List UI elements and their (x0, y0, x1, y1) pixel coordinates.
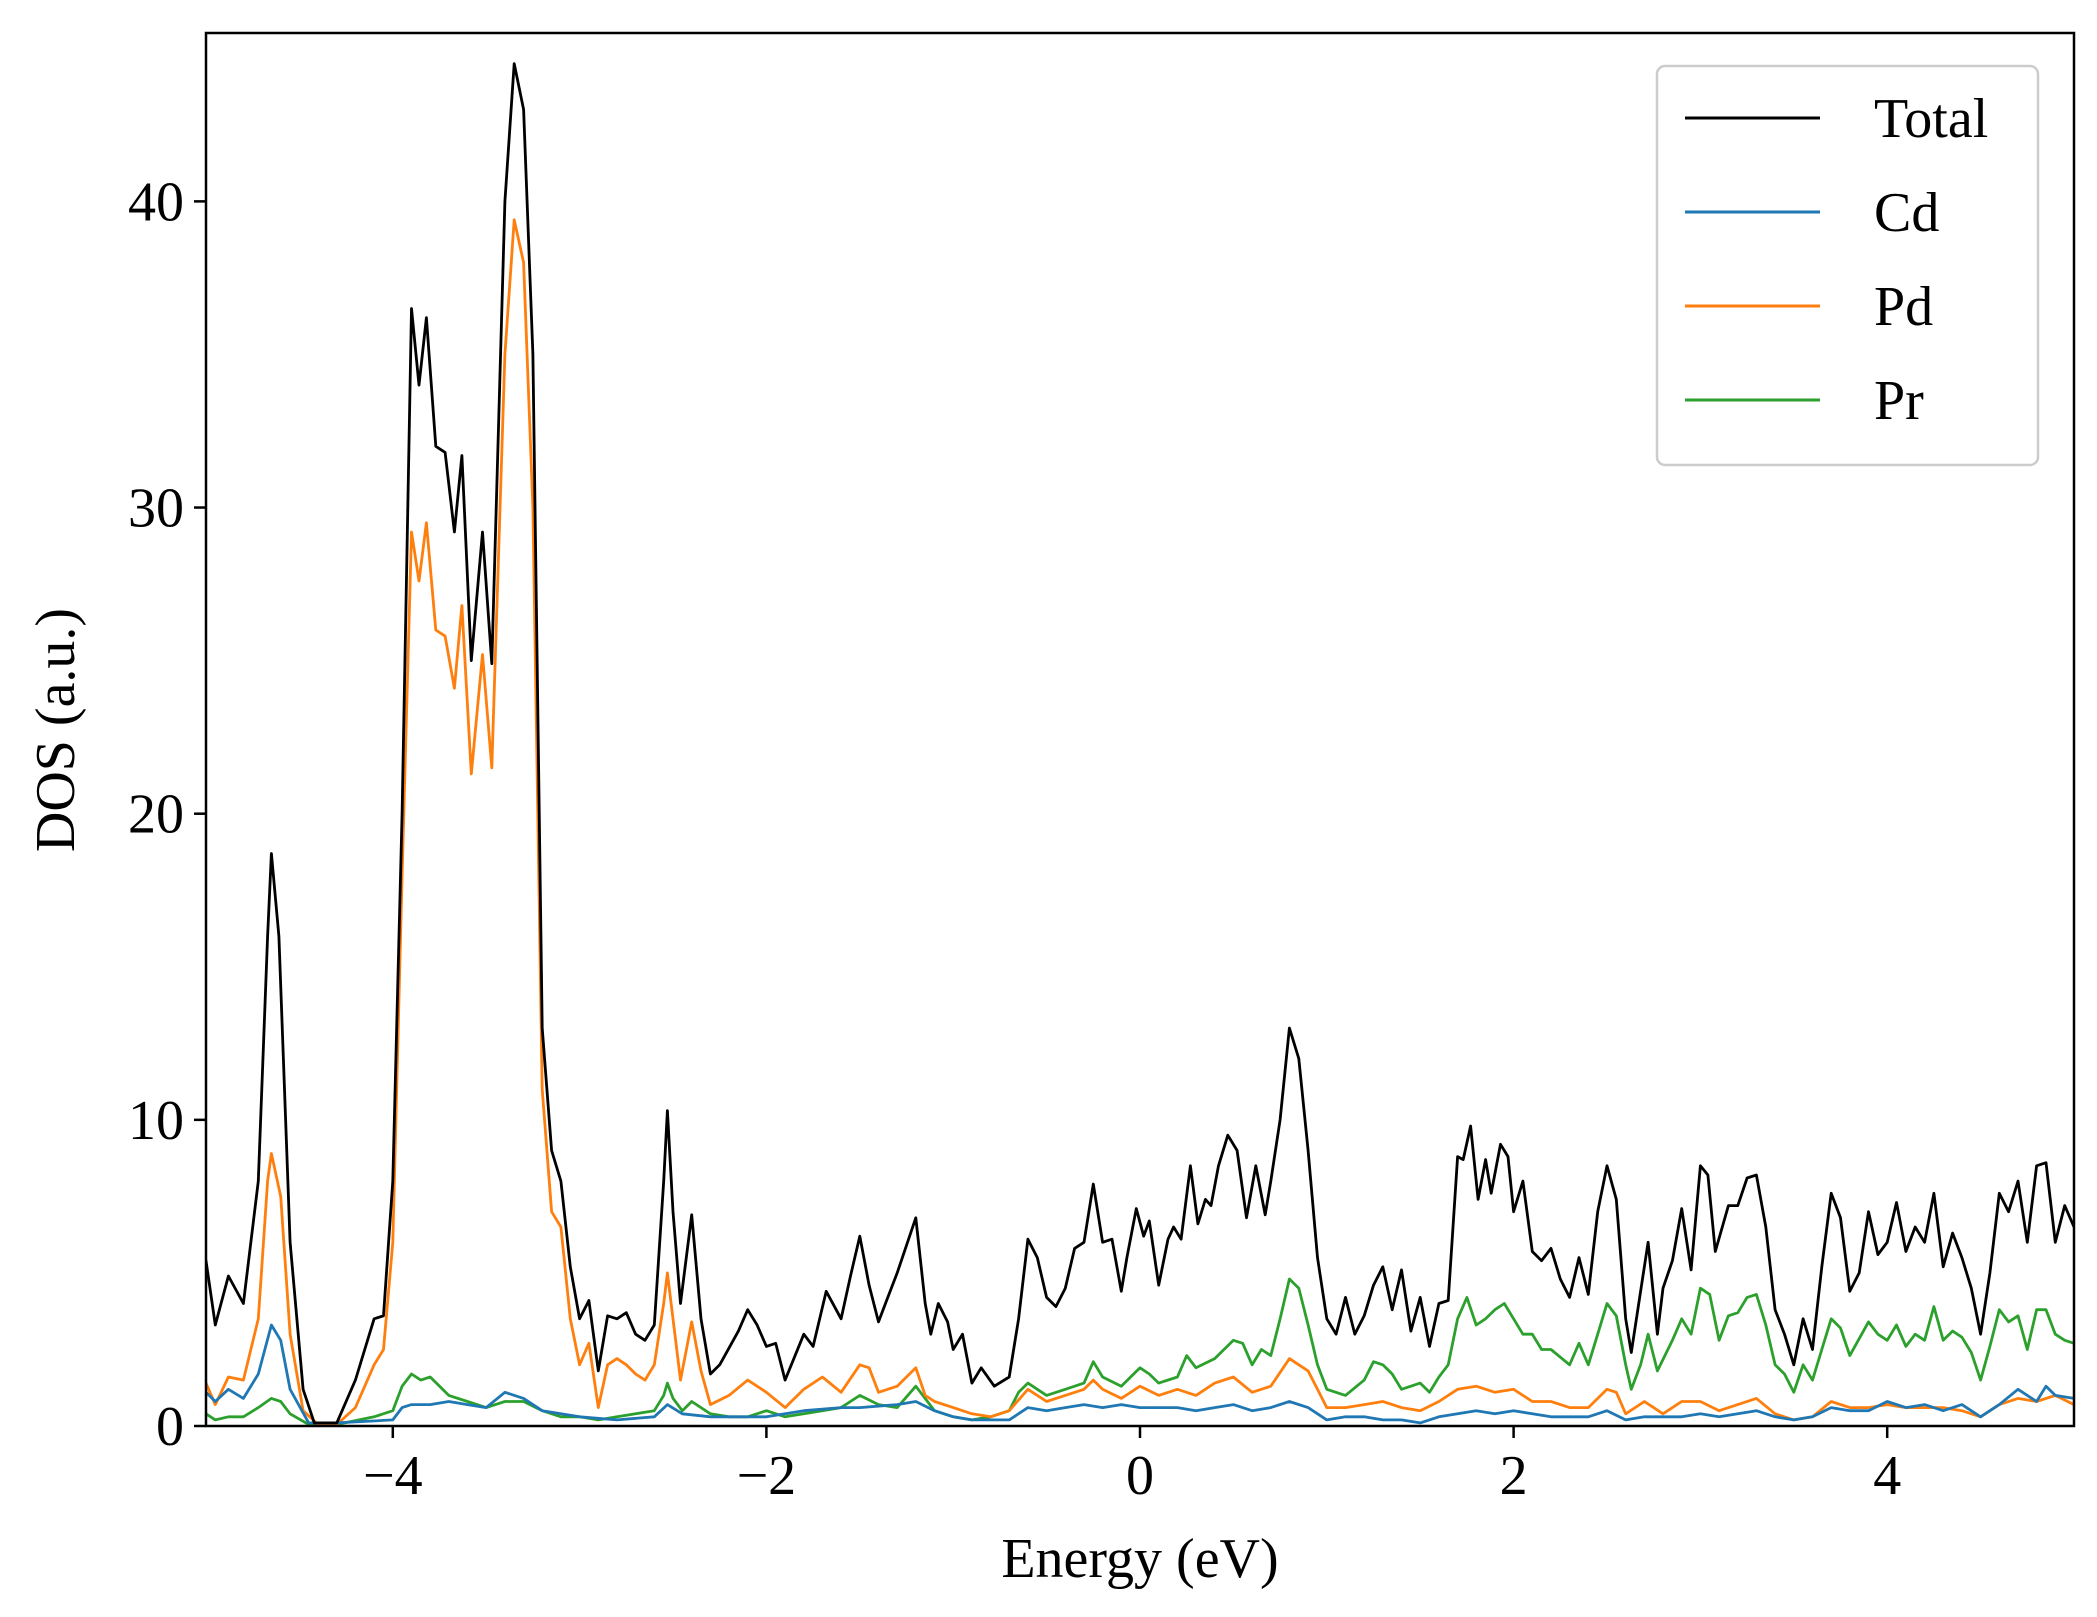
legend-label-pd: Pd (1874, 276, 1933, 338)
y-axis-label: DOS (a.u.) (25, 608, 87, 852)
y-tick-label: 10 (128, 1090, 184, 1152)
x-axis-ticks: −4 −2 0 2 4 (363, 1426, 1901, 1507)
x-axis-label: Energy (eV) (1001, 1528, 1278, 1590)
legend-label-total: Total (1874, 88, 1988, 150)
legend-label-cd: Cd (1874, 182, 1939, 244)
y-tick-label: 30 (128, 478, 184, 540)
y-tick-label: 40 (128, 171, 184, 233)
legend-box (1655, 64, 2040, 467)
x-tick-label: −2 (737, 1445, 797, 1507)
series-line-cd (206, 1323, 2074, 1425)
x-tick-label: −4 (363, 1445, 423, 1507)
x-tick-label: 4 (1873, 1445, 1901, 1507)
y-axis-ticks: 0 10 20 30 40 (128, 171, 206, 1458)
y-tick-label: 0 (156, 1396, 184, 1458)
legend: Total Cd Pd Pr (1655, 64, 2040, 467)
y-tick-label: 20 (128, 784, 184, 846)
series-layer (206, 62, 2074, 1426)
series-line-pd (206, 218, 2074, 1426)
x-tick-label: 2 (1500, 1445, 1528, 1507)
x-tick-label: 0 (1126, 1445, 1154, 1507)
series-line-total (206, 62, 2074, 1425)
series-line-pr (206, 1277, 2074, 1426)
legend-label-pr: Pr (1874, 370, 1924, 432)
